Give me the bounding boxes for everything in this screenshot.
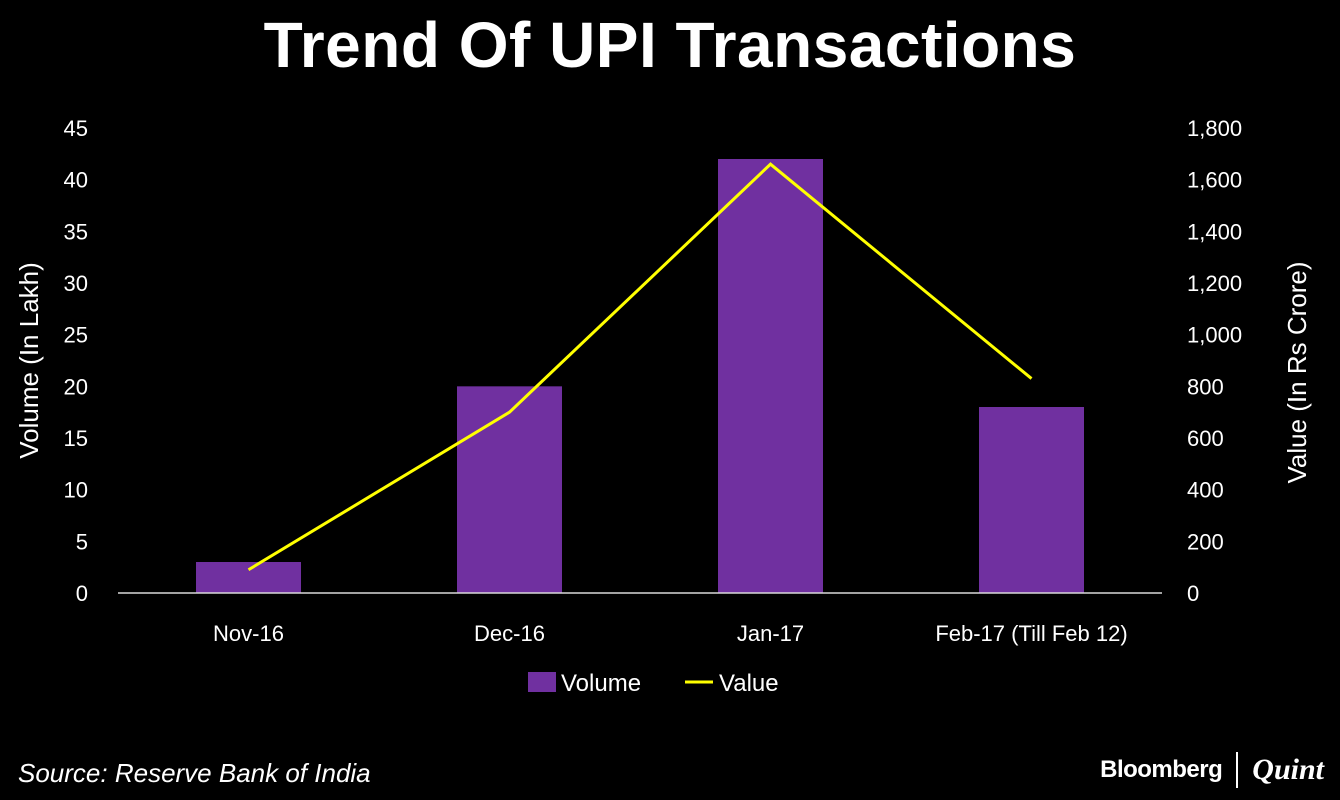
legend-swatch-volume bbox=[528, 672, 556, 692]
source-note: Source: Reserve Bank of India bbox=[18, 758, 371, 788]
y2-axis-title: Value (In Rs Crore) bbox=[1282, 261, 1312, 483]
volume-bar-3 bbox=[979, 407, 1084, 593]
y-tick-label: 15 bbox=[64, 426, 88, 451]
brand-quint: Quint bbox=[1252, 753, 1324, 786]
x-tick-label: Feb-17 (Till Feb 12) bbox=[935, 621, 1127, 646]
x-tick-label: Nov-16 bbox=[213, 621, 284, 646]
x-tick-label: Dec-16 bbox=[474, 621, 545, 646]
y-tick-label: 40 bbox=[64, 168, 88, 193]
y2-tick-label: 0 bbox=[1187, 581, 1199, 606]
y2-tick-label: 400 bbox=[1187, 478, 1224, 503]
y-tick-label: 45 bbox=[64, 116, 88, 141]
y2-tick-label: 600 bbox=[1187, 426, 1224, 451]
chart-title: Trend Of UPI Transactions bbox=[263, 9, 1077, 81]
y2-tick-label: 800 bbox=[1187, 374, 1224, 399]
y2-tick-label: 200 bbox=[1187, 529, 1224, 554]
volume-bar-1 bbox=[457, 386, 562, 593]
brand-logo: Bloomberg Quint bbox=[1100, 752, 1324, 788]
y-axis-title: Volume (In Lakh) bbox=[14, 262, 44, 459]
brand-bloomberg: Bloomberg bbox=[1100, 756, 1223, 783]
volume-bar-0 bbox=[196, 562, 301, 593]
y-tick-label: 5 bbox=[76, 529, 88, 554]
y2-tick-label: 1,000 bbox=[1187, 323, 1242, 348]
y-tick-label: 0 bbox=[76, 581, 88, 606]
value-line bbox=[247, 162, 1033, 572]
volume-bar-2 bbox=[718, 159, 823, 593]
y-tick-label: 10 bbox=[64, 478, 88, 503]
y2-tick-label: 1,600 bbox=[1187, 168, 1242, 193]
legend-label-volume: Volume bbox=[561, 670, 641, 697]
y2-tick-label: 1,400 bbox=[1187, 219, 1242, 244]
y-tick-label: 35 bbox=[64, 219, 88, 244]
y-tick-label: 20 bbox=[64, 374, 88, 399]
y2-tick-label: 1,800 bbox=[1187, 116, 1242, 141]
x-tick-label: Jan-17 bbox=[737, 621, 804, 646]
legend-label-value: Value bbox=[719, 670, 779, 697]
y2-tick-label: 1,200 bbox=[1187, 271, 1242, 296]
y-tick-label: 30 bbox=[64, 271, 88, 296]
brand-divider bbox=[1236, 752, 1239, 788]
y-tick-label: 25 bbox=[64, 323, 88, 348]
